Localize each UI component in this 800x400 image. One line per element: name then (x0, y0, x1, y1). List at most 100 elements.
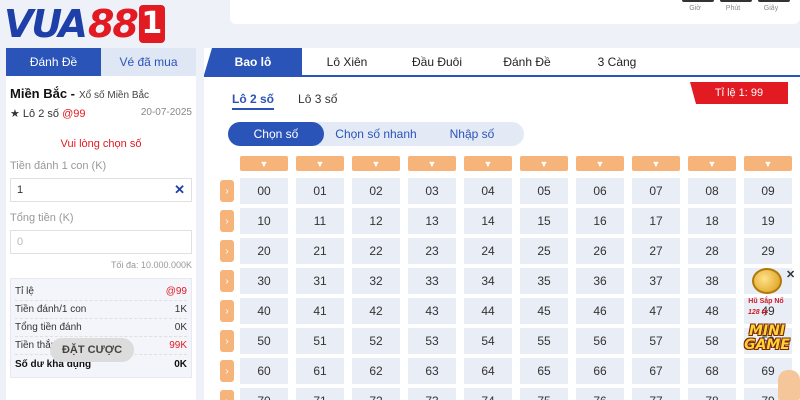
number-cell[interactable]: 62 (352, 358, 400, 384)
number-cell[interactable]: 29 (744, 238, 792, 264)
number-cell[interactable]: 37 (632, 268, 680, 294)
chevron-right-icon[interactable]: › (220, 390, 234, 400)
number-cell[interactable]: 71 (296, 388, 344, 400)
chevron-down-icon[interactable]: ▼ (240, 156, 288, 171)
number-cell[interactable]: 24 (464, 238, 512, 264)
number-cell[interactable]: 65 (520, 358, 568, 384)
chevron-down-icon[interactable]: ▼ (352, 156, 400, 171)
number-cell[interactable]: 06 (576, 178, 624, 204)
number-cell[interactable]: 26 (576, 238, 624, 264)
number-cell[interactable]: 72 (352, 388, 400, 400)
number-cell[interactable]: 73 (408, 388, 456, 400)
tab-dau-duoi[interactable]: Đầu Đuôi (411, 54, 463, 69)
stake-input[interactable]: 1 ✕ (10, 178, 192, 202)
number-cell[interactable]: 22 (352, 238, 400, 264)
subtab-lo-2-so[interactable]: Lô 2 số (232, 92, 275, 110)
number-cell[interactable]: 02 (352, 178, 400, 204)
number-cell[interactable]: 35 (520, 268, 568, 294)
pick-mode-manual[interactable]: Chọn số (228, 122, 324, 146)
chevron-down-icon[interactable]: ▼ (296, 156, 344, 171)
tab-danh-de[interactable]: Đánh Đề (503, 54, 551, 69)
chevron-down-icon[interactable]: ▼ (744, 156, 792, 171)
number-cell[interactable]: 45 (520, 298, 568, 324)
number-cell[interactable]: 60 (240, 358, 288, 384)
number-cell[interactable]: 51 (296, 328, 344, 354)
minigame-widget[interactable]: ✕ Hũ Sắp Nổ 128 tỷ MINI GAME (734, 266, 800, 400)
number-cell[interactable]: 08 (688, 178, 736, 204)
number-cell[interactable]: 46 (576, 298, 624, 324)
number-cell[interactable]: 00 (240, 178, 288, 204)
number-cell[interactable]: 41 (296, 298, 344, 324)
tab-lo-xien[interactable]: Lô Xiên (326, 54, 368, 69)
close-icon[interactable]: ✕ (786, 269, 796, 281)
number-cell[interactable]: 11 (296, 208, 344, 234)
chevron-right-icon[interactable]: › (220, 240, 234, 262)
number-cell[interactable]: 67 (632, 358, 680, 384)
pick-mode-quick[interactable]: Chọn số nhanh (335, 127, 417, 141)
number-cell[interactable]: 01 (296, 178, 344, 204)
number-cell[interactable]: 48 (688, 298, 736, 324)
number-cell[interactable]: 44 (464, 298, 512, 324)
chevron-right-icon[interactable]: › (220, 360, 234, 382)
number-cell[interactable]: 33 (408, 268, 456, 294)
number-cell[interactable]: 21 (296, 238, 344, 264)
number-cell[interactable]: 18 (688, 208, 736, 234)
chevron-right-icon[interactable]: › (220, 270, 234, 292)
number-cell[interactable]: 52 (352, 328, 400, 354)
number-cell[interactable]: 63 (408, 358, 456, 384)
number-cell[interactable]: 23 (408, 238, 456, 264)
number-cell[interactable]: 75 (520, 388, 568, 400)
number-cell[interactable]: 14 (464, 208, 512, 234)
tab-3-cang[interactable]: 3 Càng (597, 54, 637, 69)
number-cell[interactable]: 76 (576, 388, 624, 400)
logo[interactable]: VUA 88 1 (4, 2, 165, 46)
number-cell[interactable]: 47 (632, 298, 680, 324)
number-cell[interactable]: 19 (744, 208, 792, 234)
number-cell[interactable]: 05 (520, 178, 568, 204)
number-cell[interactable]: 70 (240, 388, 288, 400)
chevron-right-icon[interactable]: › (220, 330, 234, 352)
chevron-down-icon[interactable]: ▼ (408, 156, 456, 171)
number-cell[interactable]: 07 (632, 178, 680, 204)
tab-purchased-tickets[interactable]: Vé đã mua (101, 48, 196, 76)
number-cell[interactable]: 04 (464, 178, 512, 204)
number-cell[interactable]: 43 (408, 298, 456, 324)
number-cell[interactable]: 10 (240, 208, 288, 234)
number-cell[interactable]: 64 (464, 358, 512, 384)
number-cell[interactable]: 16 (576, 208, 624, 234)
total-input[interactable]: 0 (10, 230, 192, 254)
chevron-right-icon[interactable]: › (220, 180, 234, 202)
number-cell[interactable]: 40 (240, 298, 288, 324)
chevron-down-icon[interactable]: ▼ (688, 156, 736, 171)
number-cell[interactable]: 50 (240, 328, 288, 354)
tab-place-bet[interactable]: Đánh Đề (6, 48, 101, 76)
number-cell[interactable]: 34 (464, 268, 512, 294)
number-cell[interactable]: 17 (632, 208, 680, 234)
pick-mode-input[interactable]: Nhập số (449, 127, 495, 141)
number-cell[interactable]: 09 (744, 178, 792, 204)
number-cell[interactable]: 55 (520, 328, 568, 354)
number-cell[interactable]: 58 (688, 328, 736, 354)
number-cell[interactable]: 77 (632, 388, 680, 400)
number-cell[interactable]: 36 (576, 268, 624, 294)
number-cell[interactable]: 12 (352, 208, 400, 234)
chevron-down-icon[interactable]: ▼ (520, 156, 568, 171)
number-cell[interactable]: 03 (408, 178, 456, 204)
chevron-down-icon[interactable]: ▼ (632, 156, 680, 171)
number-cell[interactable]: 42 (352, 298, 400, 324)
number-cell[interactable]: 59 (744, 328, 792, 354)
number-cell[interactable]: 28 (688, 238, 736, 264)
number-cell[interactable]: 54 (464, 328, 512, 354)
number-cell[interactable]: 30 (240, 268, 288, 294)
number-cell[interactable]: 20 (240, 238, 288, 264)
subtab-lo-3-so[interactable]: Lô 3 số (298, 92, 338, 106)
place-bet-button[interactable]: ĐẶT CƯỢC (50, 338, 134, 362)
number-cell[interactable]: 56 (576, 328, 624, 354)
number-cell[interactable]: 15 (520, 208, 568, 234)
number-cell[interactable]: 49 (744, 298, 792, 324)
number-cell[interactable]: 13 (408, 208, 456, 234)
tab-bao-lo[interactable]: Bao lô (204, 48, 302, 75)
number-cell[interactable]: 32 (352, 268, 400, 294)
number-cell[interactable]: 74 (464, 388, 512, 400)
number-cell[interactable]: 61 (296, 358, 344, 384)
